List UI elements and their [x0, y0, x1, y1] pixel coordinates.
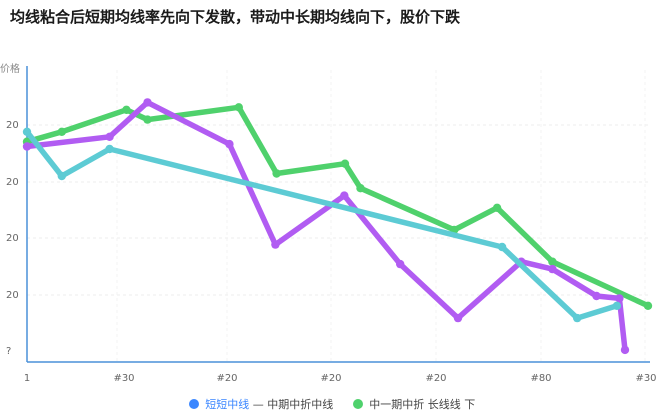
series-1-point-5	[340, 191, 348, 199]
y-tick-label-4: ?	[6, 346, 11, 357]
series-2-point-4	[235, 103, 243, 111]
series-2-point-5	[272, 169, 280, 177]
legend-suffix-a: — 中期中折中线	[253, 398, 334, 411]
x-tick-label-3: #20	[320, 373, 341, 384]
series-2-point-3	[143, 115, 151, 123]
x-tick-label-5: #80	[530, 373, 551, 384]
series-1-point-6	[396, 260, 404, 268]
series-2-point-10	[548, 258, 556, 266]
series-1-point-7	[454, 314, 462, 322]
y-axis-label: 价格	[0, 62, 20, 75]
x-tick-label-2: #20	[216, 373, 237, 384]
series-2-point-9	[493, 204, 501, 212]
series-0-point-2	[105, 145, 113, 153]
series-line-0	[27, 132, 617, 318]
y-tick-label-1: 20	[6, 177, 19, 188]
series-1-point-12	[621, 346, 629, 354]
series-1-point-10	[592, 292, 600, 300]
x-tick-label-6: #30	[635, 373, 656, 384]
series-1-point-9	[548, 265, 556, 273]
series-2-point-2	[122, 106, 130, 114]
series-2-point-7	[356, 184, 364, 192]
series-1-point-3	[225, 140, 233, 148]
series-0-point-3	[498, 243, 506, 251]
series-2-point-11	[644, 302, 652, 310]
legend: 短短中线 — 中期中折中线 中一期中折 长线线 下	[0, 396, 664, 412]
legend-item-b: 中一期中折 长线线 下	[353, 396, 476, 412]
x-tick-label-4: #20	[425, 373, 446, 384]
x-tick-labels: 1 #30 #20 #20 #20 #80 #30	[24, 373, 657, 384]
y-tick-label-2: 20	[6, 233, 19, 244]
series-1-point-11	[615, 294, 623, 302]
legend-swatch-b	[353, 399, 363, 409]
legend-item-a: 短短中线 — 中期中折中线	[189, 396, 334, 412]
x-tick-label-1: #30	[113, 373, 134, 384]
legend-label-b: 中一期中折 长线线 下	[369, 398, 475, 411]
series-2-point-6	[341, 160, 349, 168]
series-1-point-4	[271, 240, 279, 248]
series-0-point-5	[613, 302, 621, 310]
y-tick-label-0: 20	[6, 120, 19, 131]
series-2-point-1	[58, 128, 66, 136]
legend-label-a: 短短中线	[205, 398, 249, 411]
legend-swatch-a	[189, 399, 199, 409]
series-1-point-1	[105, 133, 113, 141]
y-tick-labels: 20 20 20 20?	[6, 120, 19, 357]
series-0-point-1	[58, 172, 66, 180]
series-1-point-0	[23, 142, 31, 150]
series-0-point-0	[23, 128, 31, 136]
x-tick-label-0: 1	[24, 373, 30, 384]
series-0-point-4	[573, 314, 581, 322]
y-tick-label-3: 20	[6, 290, 19, 301]
series-1-point-2	[143, 98, 151, 106]
y-axis-label-group: 价格	[0, 62, 20, 75]
